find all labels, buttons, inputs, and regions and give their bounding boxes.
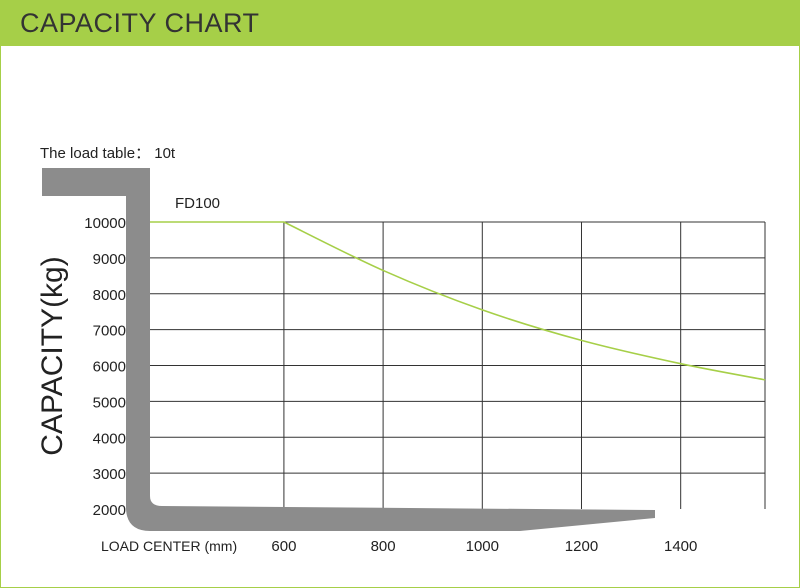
y-tick-label: 8000 <box>93 287 126 304</box>
x-tick-label: 1200 <box>565 538 598 555</box>
series-line-fd100 <box>150 221 766 381</box>
series-label: FD100 <box>175 195 220 212</box>
x-tick-label: 600 <box>271 538 296 555</box>
series-layer: FD100 <box>150 195 766 381</box>
y-tick-label: 10000 <box>84 215 126 232</box>
x-tick-label: 800 <box>371 538 396 555</box>
chart-subtitle: The load table： 10t <box>40 145 176 162</box>
y-tick-label: 9000 <box>93 251 126 268</box>
y-tick-label: 4000 <box>93 430 126 447</box>
x-axis-label: LOAD CENTER (mm) <box>101 538 237 554</box>
x-tick-label: 1400 <box>664 538 697 555</box>
header-bar: CAPACITY CHART <box>0 0 800 46</box>
y-tick-label: 2000 <box>93 502 126 519</box>
y-tick-label: 3000 <box>93 466 126 483</box>
y-tick-label: 6000 <box>93 359 126 376</box>
y-axis-label: CAPACITY(kg) <box>36 256 69 455</box>
page-title: CAPACITY CHART <box>20 8 260 38</box>
y-tick-label: 5000 <box>93 394 126 411</box>
y-tick-label: 7000 <box>93 323 126 340</box>
x-tick-label: 1000 <box>466 538 499 555</box>
chart-grid <box>150 221 766 509</box>
labels-layer: 10000 9000 8000 7000 6000 5000 4000 3000 2000 600… <box>36 145 697 555</box>
